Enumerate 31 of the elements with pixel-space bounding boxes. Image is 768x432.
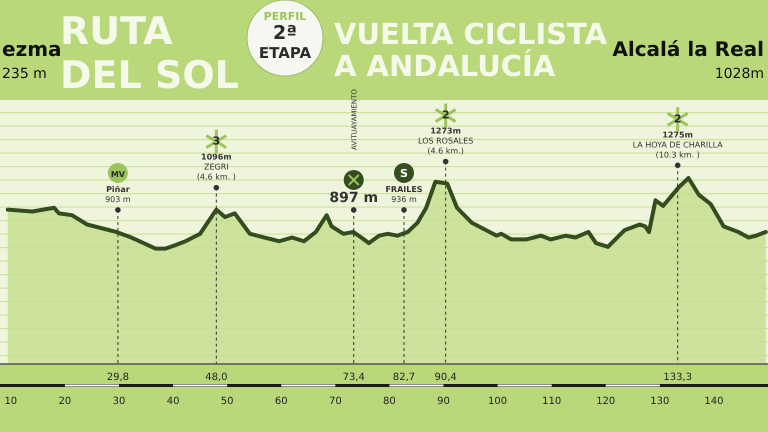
annotation: 29,8 [106,372,130,383]
annotation: 73,4 [342,372,365,383]
x-tick-label: 110 [542,396,562,407]
annotation: 90,4 [434,372,457,383]
x-tick-label: 50 [220,396,234,407]
ref-line-label: 3 1096m ZEGRI (4,6 km. ) [196,134,236,182]
annotation: 48,0 [205,372,228,383]
ref-line-label: 2 1273m LOS ROSALES (4.6 km.) [418,108,474,156]
x-tick-label: 10 [4,396,18,407]
chart-subtitle: RUTA DEL SOL [60,9,239,97]
text: ezma 235 m [2,37,62,82]
x-tick-label: 30 [112,396,126,407]
x-tick-label: 130 [650,396,670,407]
ref-line-label: 2 1275m LA HOYA DE CHARILLA (10.3 km. ) [632,112,724,160]
text: Alcalá la Real 1028m [612,37,764,82]
x-tick-label: 90 [437,396,450,407]
chart-title: VUELTA CICLISTA A ANDALUCÍA [334,17,608,83]
ref-line-label: 897 m [329,190,378,206]
x-tick-label: 60 [274,396,288,407]
annotation: 133,3 [663,372,692,383]
x-tick-label: 80 [383,396,396,407]
x-tick-label: 70 [328,396,342,407]
ref-line-label: S FRAILES 936 m [385,166,423,204]
x-tick-label: 140 [704,396,724,407]
x-tick-label: 120 [596,396,616,407]
x-tick-label: 40 [166,396,180,407]
text: PERFIL 2ª ETAPA [258,10,312,62]
annotation: 82,7 [392,372,416,383]
x-tick-label: 20 [58,396,72,407]
ref-line-label: MV Piñar 903 m [105,170,131,204]
x-tick-label: 100 [488,396,508,407]
